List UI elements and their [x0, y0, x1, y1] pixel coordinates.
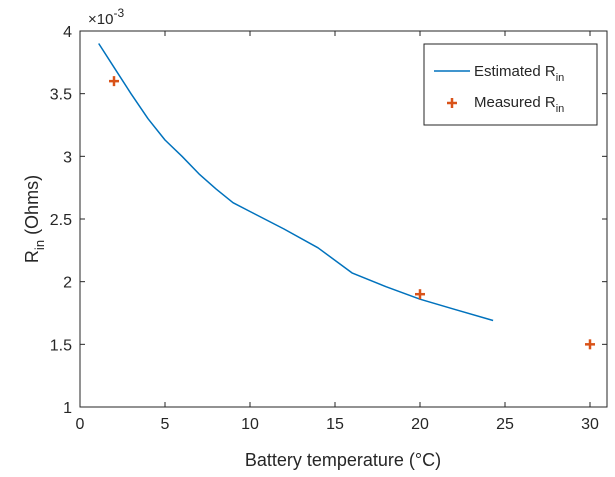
- measured-point: [109, 76, 119, 87]
- legend-measured-sub: in: [556, 103, 565, 115]
- measured-point: [415, 289, 425, 300]
- legend-estimated-main: Estimated R: [474, 63, 556, 80]
- x-tick-label: 0: [76, 416, 85, 433]
- legend-entry-estimated: Estimated Rin: [474, 63, 564, 84]
- x-axis-label: Battery temperature (°C): [245, 450, 441, 470]
- y-tick-label: 3: [63, 149, 72, 166]
- series-layer: [98, 43, 595, 350]
- axes-layer: 0 5 10 15 20 25 30 1 1.5 2 2.5 3 3.5 4: [50, 24, 608, 433]
- x-tick-label: 30: [581, 416, 599, 433]
- y-axis-label: Rin (Ohms): [22, 175, 47, 263]
- x-tick-label: 25: [496, 416, 514, 433]
- y-multiplier: ×10-3: [88, 6, 124, 28]
- y-tick-label: 2.5: [50, 212, 72, 229]
- legend-entry-measured: Measured Rin: [474, 94, 564, 115]
- x-tick-label: 15: [326, 416, 344, 433]
- y-tick-label: 2: [63, 275, 72, 292]
- series-line-estimated: [98, 43, 494, 322]
- x-tick-label: 5: [161, 416, 170, 433]
- legend-estimated-sub: in: [556, 72, 565, 84]
- y-axis-label-rest: (Ohms): [22, 175, 42, 240]
- legend-box: [423, 43, 598, 126]
- x-tick-label: 20: [411, 416, 429, 433]
- legend-plus-marker: [447, 98, 457, 108]
- y-multiplier-exp: -3: [113, 6, 124, 20]
- measured-point: [585, 339, 595, 350]
- y-axis-label-main: R: [22, 250, 42, 263]
- x-tick-label: 10: [241, 416, 259, 433]
- y-tick-label: 4: [63, 24, 72, 41]
- y-tick-label: 3.5: [50, 87, 72, 104]
- y-tick-label: 1: [63, 400, 72, 417]
- y-multiplier-base: ×10: [88, 11, 113, 28]
- y-tick-label: 1.5: [50, 337, 72, 354]
- legend: Estimated Rin Measured Rin: [423, 43, 598, 126]
- legend-measured-main: Measured R: [474, 94, 556, 111]
- y-axis-label-sub: in: [32, 240, 47, 250]
